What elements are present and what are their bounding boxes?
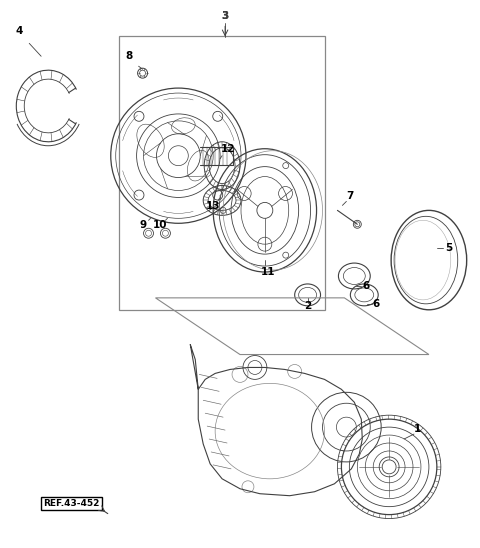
Text: 13: 13 — [206, 202, 220, 212]
Text: 2: 2 — [304, 301, 311, 311]
Text: 12: 12 — [221, 144, 235, 154]
Text: 3: 3 — [221, 10, 228, 20]
Bar — [119, 36, 324, 310]
Text: 1: 1 — [413, 424, 420, 434]
Text: 6: 6 — [363, 281, 370, 291]
Text: 10: 10 — [153, 220, 168, 230]
Text: 3: 3 — [221, 10, 228, 20]
Text: 7: 7 — [347, 191, 354, 202]
Text: 5: 5 — [445, 243, 453, 253]
Text: 8: 8 — [125, 52, 132, 61]
Text: 11: 11 — [261, 267, 275, 277]
Text: 6: 6 — [372, 299, 380, 309]
Text: 4: 4 — [15, 26, 23, 36]
Text: REF.43-452: REF.43-452 — [43, 499, 99, 508]
Text: 9: 9 — [140, 220, 147, 230]
